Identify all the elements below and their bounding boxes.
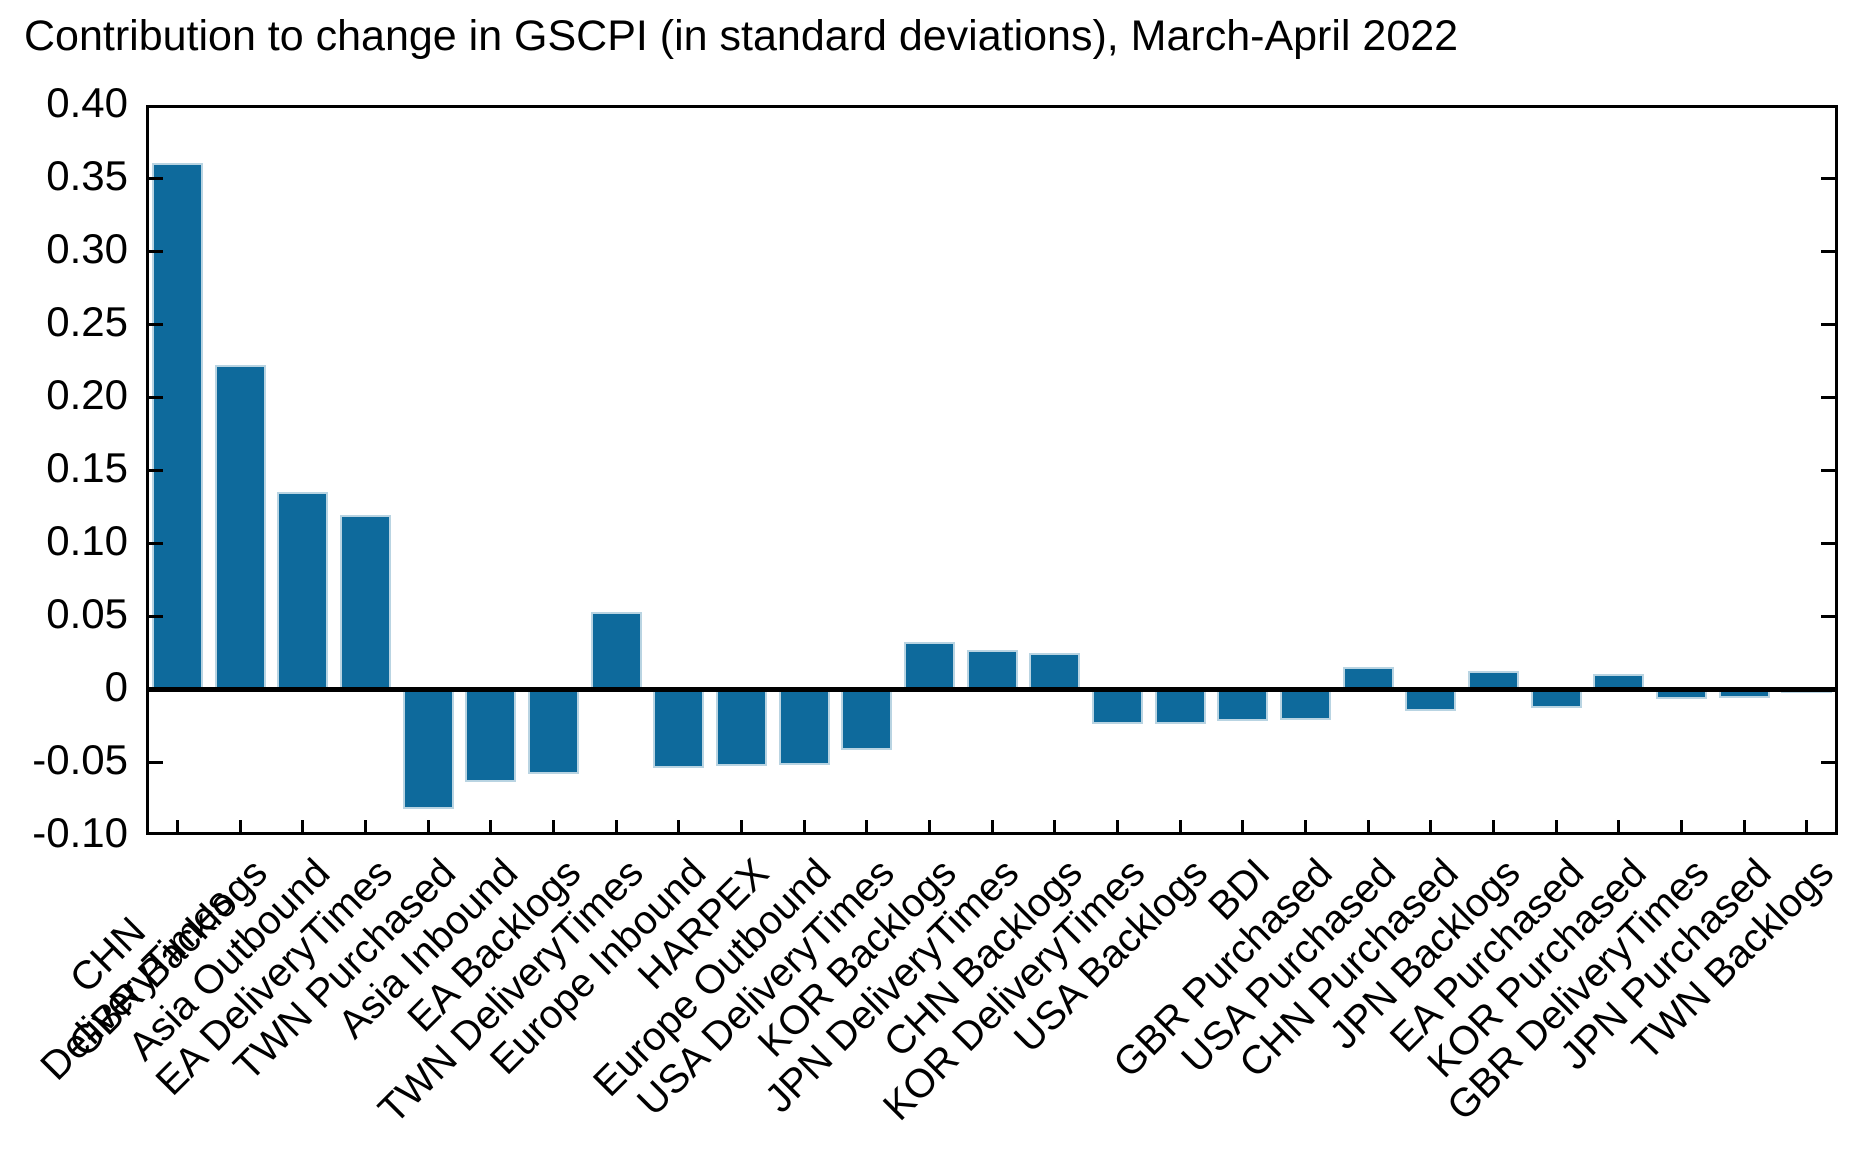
plot-area <box>146 105 1838 835</box>
y-tick-label: -0.05 <box>32 736 128 783</box>
y-tick-label: 0.30 <box>46 225 128 272</box>
x-axis-tick-mark <box>489 820 493 835</box>
y-axis-tick-mark-left <box>146 395 163 399</box>
y-axis-tick-mark-right <box>1821 322 1838 326</box>
y-axis-tick-mark-left <box>146 614 163 618</box>
x-axis-tick-mark <box>739 820 743 835</box>
y-tick-label: 0.40 <box>46 79 128 126</box>
y-axis-tick-mark-right <box>1821 832 1838 835</box>
zero-axis-line <box>146 686 1838 692</box>
x-axis-tick-mark <box>802 820 806 835</box>
x-axis-tick-mark <box>927 820 931 835</box>
x-axis-tick-mark <box>1303 820 1307 835</box>
x-axis-tick-mark <box>426 820 430 835</box>
y-axis-tick-mark-right <box>1821 541 1838 545</box>
bar <box>1154 689 1206 725</box>
y-axis-tick-mark-right <box>1821 105 1838 108</box>
bar <box>1091 689 1143 725</box>
y-axis-tick-mark-right <box>1821 687 1838 691</box>
y-axis-tick-mark-left <box>146 249 163 253</box>
bar <box>402 689 454 809</box>
y-axis-tick-mark-left <box>146 687 163 691</box>
x-axis-tick-mark <box>677 820 681 835</box>
y-tick-label: 0.25 <box>46 298 128 345</box>
bar <box>1405 689 1457 711</box>
x-axis-tick-mark <box>551 820 555 835</box>
x-axis-tick-mark <box>1366 820 1370 835</box>
bar <box>903 642 955 689</box>
y-tick-label: 0.20 <box>46 371 128 418</box>
bar <box>653 689 705 768</box>
x-axis-tick-mark <box>1429 820 1433 835</box>
bar <box>339 515 391 689</box>
bar <box>778 689 830 765</box>
bar <box>277 491 329 689</box>
y-axis-tick-mark-left <box>146 105 163 108</box>
y-tick-label: 0 <box>104 663 128 710</box>
y-axis-tick-mark-right <box>1821 468 1838 472</box>
y-axis-tick-mark-right <box>1821 760 1838 764</box>
y-tick-label: 0.15 <box>46 444 128 491</box>
x-axis-tick-mark <box>1805 820 1809 835</box>
bar <box>1279 689 1331 720</box>
y-axis-tick-mark-left <box>146 541 163 545</box>
y-tick-label: 0.10 <box>46 517 128 564</box>
x-axis-tick-mark <box>1491 820 1495 835</box>
x-axis-tick-mark <box>1241 820 1245 835</box>
bar <box>465 689 517 783</box>
x-axis-tick-mark <box>175 820 179 835</box>
bar <box>151 163 203 689</box>
y-axis-tick-mark-left <box>146 176 163 180</box>
y-axis-tick-mark-left <box>146 760 163 764</box>
bar <box>1530 689 1582 708</box>
bar <box>1217 689 1269 722</box>
bar <box>527 689 579 774</box>
bar <box>590 611 642 689</box>
x-axis-tick-mark <box>865 820 869 835</box>
y-axis-tick-mark-left <box>146 468 163 472</box>
bar <box>715 689 767 767</box>
x-axis-tick-mark <box>1617 820 1621 835</box>
x-axis-tick-mark <box>238 820 242 835</box>
x-axis-tick-mark <box>1115 820 1119 835</box>
x-axis-tick-mark <box>1742 820 1746 835</box>
bar <box>1029 652 1081 689</box>
x-axis-tick-mark <box>301 820 305 835</box>
x-axis-tick-mark <box>990 820 994 835</box>
x-axis-tick-mark <box>1554 820 1558 835</box>
bar <box>214 364 266 689</box>
chart-title: Contribution to change in GSCPI (in stan… <box>24 12 1459 60</box>
bar <box>841 689 893 751</box>
y-axis-tick-mark-right <box>1821 395 1838 399</box>
bar <box>966 649 1018 689</box>
x-axis-tick-mark <box>1679 820 1683 835</box>
y-axis-tick-mark-right <box>1821 249 1838 253</box>
y-tick-label: 0.35 <box>46 152 128 199</box>
y-axis-tick-mark-right <box>1821 614 1838 618</box>
y-axis-tick-mark-left <box>146 832 163 835</box>
y-tick-label: -0.10 <box>32 809 128 856</box>
y-axis-tick-mark-left <box>146 322 163 326</box>
x-axis-tick-mark <box>1053 820 1057 835</box>
x-axis-tick-mark <box>1178 820 1182 835</box>
y-tick-label: 0.05 <box>46 590 128 637</box>
y-axis-tick-mark-right <box>1821 176 1838 180</box>
x-axis-tick-mark <box>363 820 367 835</box>
x-axis-tick-mark <box>614 820 618 835</box>
